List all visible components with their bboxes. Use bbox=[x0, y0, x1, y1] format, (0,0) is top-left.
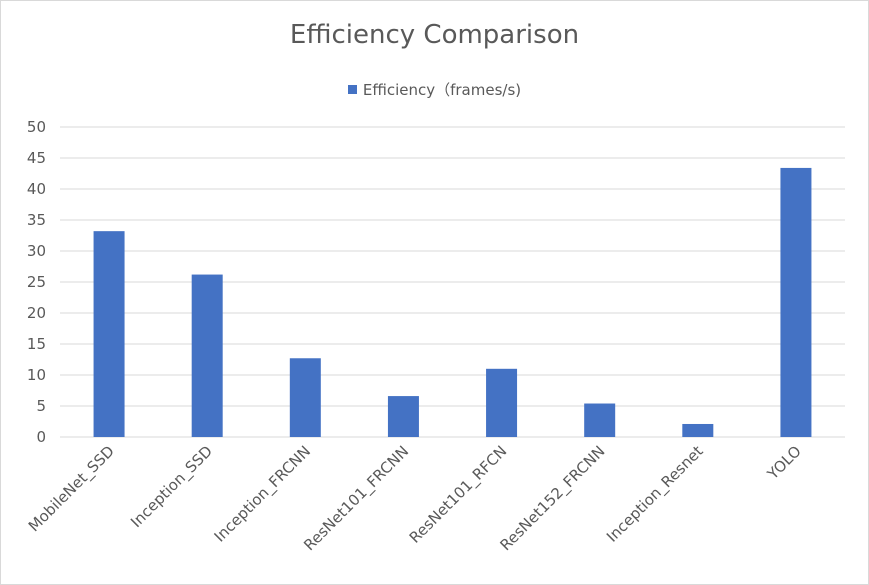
x-tick-label: YOLO bbox=[763, 442, 805, 484]
y-tick-label: 20 bbox=[27, 304, 46, 322]
bar bbox=[289, 358, 321, 437]
y-tick-label: 30 bbox=[27, 242, 46, 260]
y-tick-label: 50 bbox=[27, 118, 46, 136]
x-tick-label: ResNet152_FRCNN bbox=[496, 442, 609, 555]
bar bbox=[682, 423, 714, 437]
y-tick-label: 5 bbox=[36, 397, 46, 415]
x-tick-label: ResNet101_RFCN bbox=[406, 442, 511, 547]
y-tick-label: 10 bbox=[27, 366, 46, 384]
legend: Efficiency（frames/s) bbox=[0, 79, 869, 100]
bar bbox=[191, 274, 223, 437]
chart-title: Efficiency Comparison bbox=[289, 20, 580, 50]
x-tick-label: Inception_Resnet bbox=[603, 442, 707, 546]
legend-label: Efficiency（frames/s) bbox=[362, 81, 522, 99]
y-tick-label: 35 bbox=[27, 211, 46, 229]
bar bbox=[780, 167, 812, 438]
bar bbox=[486, 368, 518, 437]
y-tick-label: 0 bbox=[36, 428, 46, 446]
y-tick-label: 25 bbox=[27, 273, 46, 291]
bar bbox=[93, 231, 125, 437]
bar bbox=[387, 396, 419, 437]
x-tick-label: Inception_SSD bbox=[127, 442, 217, 532]
x-tick-label: Inception_FRCNN bbox=[211, 442, 315, 546]
x-tick-label: ResNet101_FRCNN bbox=[300, 442, 413, 555]
legend-swatch bbox=[347, 85, 357, 94]
x-tick-label: MobileNet_SSD bbox=[25, 442, 119, 536]
y-tick-label: 40 bbox=[27, 180, 46, 198]
y-tick-label: 45 bbox=[27, 149, 46, 167]
y-tick-label: 15 bbox=[27, 335, 46, 353]
bar bbox=[584, 403, 616, 437]
